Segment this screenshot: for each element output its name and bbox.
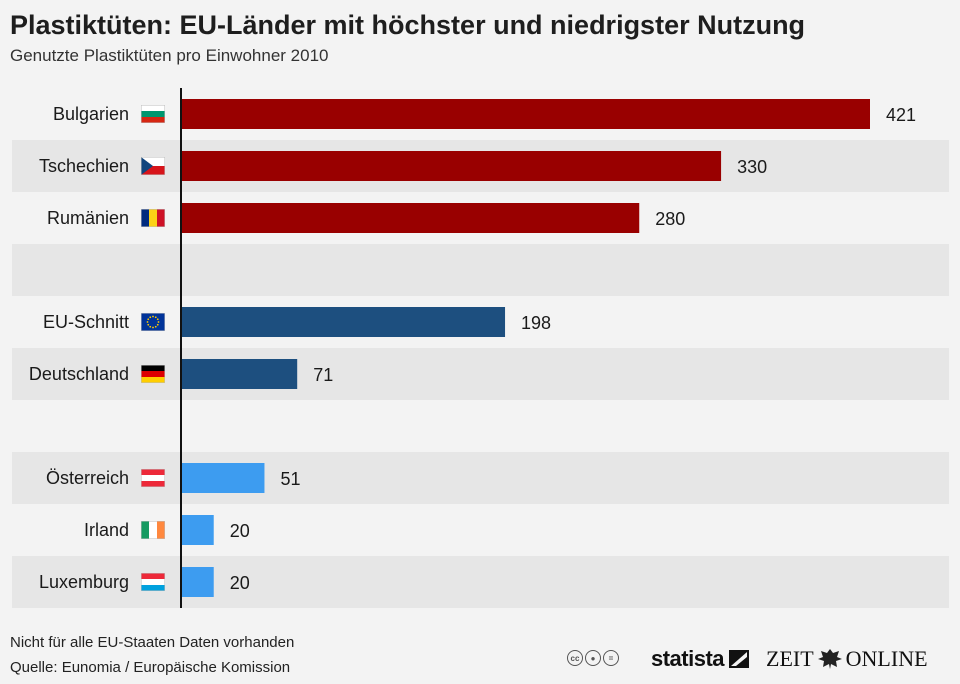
value-label: 20 [230, 521, 250, 541]
ireland-flag [141, 521, 165, 539]
statista-wordmark: statista [651, 646, 725, 671]
value-label: 51 [280, 469, 300, 489]
zeit-wordmark: ZEIT [766, 646, 814, 671]
country-label: Österreich [46, 468, 129, 488]
germany-flag [141, 365, 165, 383]
bar [181, 151, 722, 181]
value-label: 421 [886, 105, 916, 125]
footnote: Nicht für alle EU-Staaten Daten vorhande… [10, 630, 294, 680]
row-stripe [12, 244, 949, 296]
eagle-icon [817, 649, 842, 669]
zeit-online-logo[interactable]: ZEIT ONLINE [766, 646, 928, 672]
footnote-note: Nicht für alle EU-Staaten Daten vorhande… [10, 634, 295, 651]
bar [181, 359, 298, 389]
romania-flag [141, 209, 165, 227]
row-stripe [12, 452, 949, 504]
bar [181, 307, 506, 337]
eu-flag [141, 313, 165, 331]
luxembourg-flag [141, 573, 165, 591]
statista-mark-icon [729, 650, 750, 668]
country-label: Deutschland [29, 364, 129, 384]
bar [181, 203, 640, 233]
online-wordmark: ONLINE [845, 646, 928, 671]
country-label: Rumänien [47, 208, 129, 228]
value-label: 71 [313, 365, 333, 385]
statista-logo[interactable]: statista [651, 646, 750, 672]
bulgaria-flag [141, 105, 165, 123]
license-icons: cc ● = [567, 650, 619, 666]
chart-title: Plastiktüten: EU-Länder mit höchster und… [10, 10, 806, 40]
country-label: EU-Schnitt [43, 312, 129, 332]
chart-subtitle: Genutzte Plastiktüten pro Einwohner 2010 [10, 46, 329, 65]
bar [181, 99, 870, 129]
attribution-icon: ● [585, 650, 601, 666]
country-label: Tschechien [39, 156, 129, 176]
bar [181, 463, 265, 493]
country-label: Luxemburg [39, 572, 129, 592]
bar [181, 515, 214, 545]
value-label: 330 [737, 157, 767, 177]
bar [181, 567, 214, 597]
czech-flag [141, 157, 165, 175]
no-derivatives-icon: = [603, 650, 619, 666]
value-label: 280 [655, 209, 685, 229]
footnote-source: Quelle: Eunomia / Europäische Komission [10, 659, 291, 676]
country-label: Irland [84, 520, 129, 540]
country-label: Bulgarien [53, 104, 129, 124]
value-label: 198 [521, 313, 551, 333]
value-label: 20 [230, 573, 250, 593]
row-stripe [12, 348, 949, 400]
creative-commons-icon: cc [567, 650, 583, 666]
bar-chart: 421 Bulgarien 330 Tschechien 280 Rumänien 198 E… [12, 88, 949, 608]
row-stripe [12, 556, 949, 608]
austria-flag [141, 469, 165, 487]
